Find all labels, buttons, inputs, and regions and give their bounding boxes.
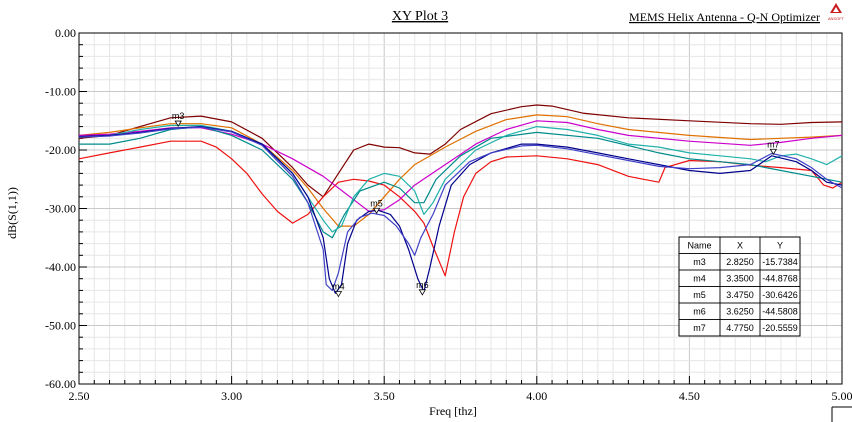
marker-label-m3: m3 [172,111,185,121]
marker-m4 [334,291,343,298]
series-line-1 [78,104,843,198]
ansoft-logo-icon: ANSOFT [828,3,845,21]
series-line-5 [79,126,843,239]
marker-label-m6: m6 [416,280,429,290]
chart-title: XY Plot 3 [392,9,448,24]
marker-table-value: -20.5559 [762,323,798,333]
series-line-7 [78,126,843,294]
x-tick-label: 3.50 [374,389,395,403]
marker-table-value: m5 [693,290,706,300]
marker-table-value: m3 [693,257,706,267]
y-tick-label: -30.00 [45,202,76,216]
marker-table-value: -44.5808 [762,307,798,317]
marker-label-m4: m4 [332,282,345,292]
marker-m3 [174,120,182,127]
marker-label-m7: m7 [767,139,780,149]
series-line-2 [78,114,843,227]
series-line-8 [78,126,843,291]
y-tick-label: -50.00 [45,319,76,333]
y-tick-label: -60.00 [45,377,76,391]
marker-table-value: -44.8768 [762,274,798,284]
x-tick-label: 3.00 [221,389,242,403]
marker-table-value: m6 [693,307,706,317]
marker-table-value: 3.3500 [726,274,754,284]
marker-table-cell [759,319,801,337]
marker-table: Name X Ym3 2.8250 -15.7384 m4 3.3500 -44.8768 m5… [678,236,801,337]
y-tick-label: -20.00 [45,143,76,157]
marker-table-value: m4 [693,274,706,284]
marker-m7 [769,148,778,156]
series-line-3 [78,140,843,277]
marker-table-value: 4.7750 [726,323,754,333]
x-tick-label: 2.50 [69,389,90,403]
x-axis-label: Freq [thz] [429,404,477,418]
corner-resize-icon [831,406,852,422]
plot-series [78,104,843,294]
tick-labels: 0.00 -10.00 -20.00 -30.00 -40.00 -50.00 -60.00… [45,26,852,403]
marker-table-header: X [737,241,743,251]
y-tick-label: -40.00 [45,260,76,274]
marker-label-m5: m5 [370,198,383,208]
marker-table-value: m7 [693,323,706,333]
y-tick-label: 0.00 [55,26,76,40]
marker-m6 [418,289,427,296]
y-axis-label: dB(S(1,1)) [5,187,19,239]
plot-grid [78,32,843,385]
plot-axes [78,32,843,385]
plot-markers: m3 m4 m5 m6 m7 [172,111,780,298]
marker-table-header: Y [777,241,783,251]
marker-table-value: 3.4750 [726,290,754,300]
ansoft-logo-text: ANSOFT [828,16,845,21]
marker-table-header: Name [687,241,711,251]
x-tick-label: 5.00 [832,389,852,403]
marker-m5 [372,207,381,215]
marker-table-value: 3.6250 [726,307,754,317]
marker-table-value: -30.6426 [762,290,798,300]
x-tick-label: 4.50 [679,389,700,403]
chart-subtitle: MEMS Helix Antenna - Q-N Optimizer [629,10,820,24]
y-tick-label: -10.00 [45,85,76,99]
x-tick-label: 4.00 [526,389,547,403]
marker-table-value: 2.8250 [726,257,754,267]
marker-table-value: -15.7384 [762,257,798,267]
